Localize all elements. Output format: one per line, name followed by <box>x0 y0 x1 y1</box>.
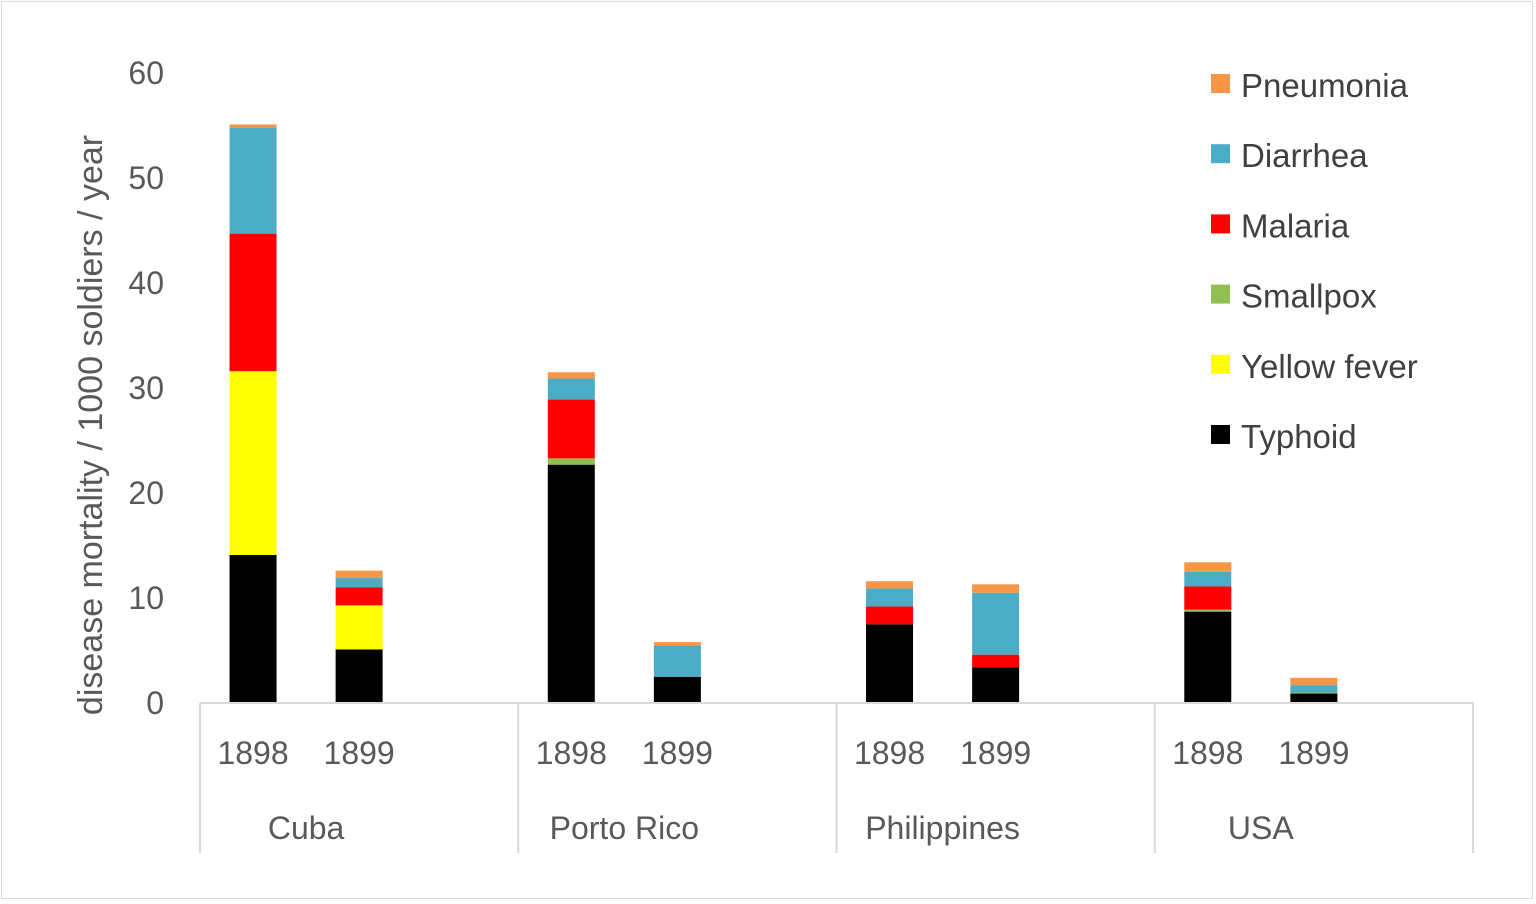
bar-segment-pneumonia <box>1184 562 1232 572</box>
bar-segment-typhoid <box>1184 611 1232 703</box>
y-tick-label: 40 <box>128 265 164 301</box>
bar-segment-diarrhea <box>335 578 383 588</box>
y-axis-title: disease mortality / 1000 soldiers / year <box>72 135 110 715</box>
y-tick-label: 10 <box>128 580 164 616</box>
legend-swatch <box>1211 214 1230 234</box>
bar-segment-pneumonia <box>866 581 914 589</box>
legend-label: Yellow fever <box>1241 348 1418 385</box>
bar-segment-diarrhea <box>1290 685 1338 693</box>
bar-segment-malaria <box>547 399 595 459</box>
x-tick-label: 1899 <box>960 735 1031 771</box>
bar-segment-smallpox <box>1290 692 1338 694</box>
bar-segment-pneumonia <box>229 124 277 128</box>
bar-segment-smallpox <box>1184 609 1232 612</box>
bar-segment-pneumonia <box>335 570 383 579</box>
bar-segment-typhoid <box>335 649 383 703</box>
x-axis: 1898 1899 Cuba 1898 1899 Porto Rico 1898 1899 Ph… <box>199 702 1474 853</box>
bar-segment-malaria <box>1184 586 1232 610</box>
x-group-label: Porto Rico <box>550 810 699 846</box>
y-tick-label: 20 <box>128 475 164 511</box>
y-tick-label: 30 <box>128 370 164 406</box>
bar-segment-typhoid <box>866 624 914 703</box>
bars <box>229 124 1338 703</box>
y-tick-label: 0 <box>146 685 164 721</box>
x-tick-label: 1898 <box>1172 735 1243 771</box>
legend: Pneumonia Diarrhea Malaria Smallpox Yellow f… <box>1211 67 1418 455</box>
y-axis-ticks: 0 10 20 30 40 50 60 <box>128 55 164 721</box>
x-tick-label: 1899 <box>642 735 713 771</box>
bar-segment-yellow-fever <box>335 605 383 650</box>
bar-segment-diarrhea <box>229 127 277 234</box>
bar-segment-pneumonia <box>547 372 595 379</box>
bar-segment-diarrhea <box>1184 571 1232 587</box>
legend-label: Pneumonia <box>1241 67 1409 104</box>
legend-label: Smallpox <box>1241 278 1377 315</box>
legend-label: Typhoid <box>1241 418 1357 455</box>
bar-segment-malaria <box>229 233 277 372</box>
bar-segment-malaria <box>335 587 383 606</box>
bar-segment-typhoid <box>1290 693 1338 703</box>
x-group-label: USA <box>1228 810 1294 846</box>
bar-segment-typhoid <box>653 676 701 703</box>
bar-segment-malaria <box>972 654 1020 668</box>
x-tick-label: 1898 <box>217 735 288 771</box>
y-tick-label: 60 <box>128 55 164 91</box>
bar-segment-yellow-fever <box>229 371 277 555</box>
legend-swatch <box>1211 354 1230 374</box>
legend-label: Diarrhea <box>1241 137 1368 174</box>
legend-label: Malaria <box>1241 207 1350 244</box>
x-group-label: Philippines <box>865 810 1020 846</box>
x-tick-label: 1899 <box>1278 735 1349 771</box>
bar-segment-diarrhea <box>972 592 1020 655</box>
y-tick-label: 50 <box>128 160 164 196</box>
bar-segment-typhoid <box>547 464 595 703</box>
x-tick-label: 1898 <box>854 735 925 771</box>
legend-swatch <box>1211 425 1230 444</box>
bar-segment-diarrhea <box>547 378 595 400</box>
bar-segment-malaria <box>866 606 914 625</box>
bar-segment-pneumonia <box>972 584 1020 593</box>
bar-segment-smallpox <box>547 458 595 465</box>
bar-segment-pneumonia <box>1290 677 1338 686</box>
legend-swatch <box>1211 74 1230 93</box>
legend-swatch <box>1211 284 1230 304</box>
bar-segment-pneumonia <box>653 642 701 646</box>
bar-segment-diarrhea <box>653 645 701 677</box>
x-group-label: Cuba <box>268 810 345 846</box>
bar-segment-diarrhea <box>866 588 914 607</box>
bar-segment-typhoid <box>972 667 1020 703</box>
legend-swatch <box>1211 144 1230 164</box>
bar-segment-typhoid <box>229 554 277 703</box>
x-tick-label: 1898 <box>536 735 607 771</box>
x-tick-label: 1899 <box>324 735 395 771</box>
